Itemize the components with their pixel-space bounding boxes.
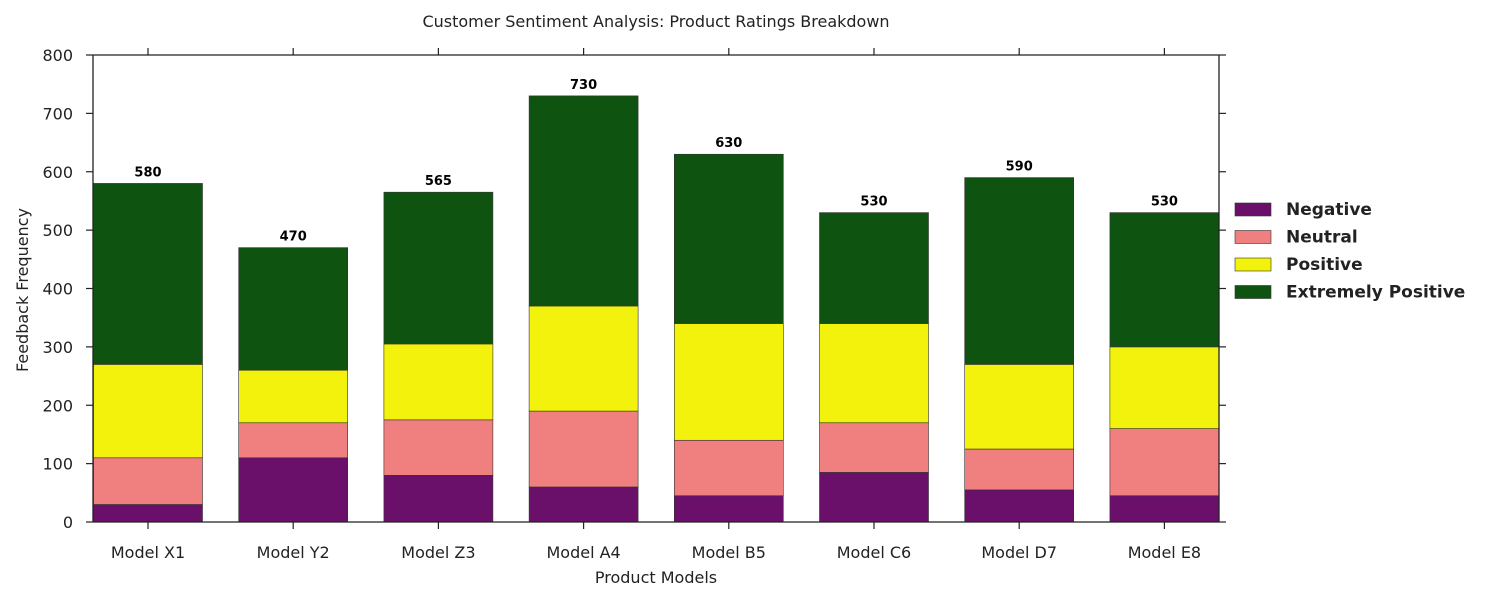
x-tick-label-model-e8: Model E8 xyxy=(1128,543,1201,562)
bar-model-a4-negative xyxy=(528,486,639,523)
legend-label-positive: Positive xyxy=(1286,255,1363,275)
legend-swatch-neutral xyxy=(1234,230,1272,244)
y-tick-label: 200 xyxy=(42,396,73,415)
bar-model-z3-extremely-positive xyxy=(383,191,494,345)
bar-model-b5-positive xyxy=(673,323,784,441)
legend-swatch-positive xyxy=(1234,257,1272,272)
legend-label-neutral: Neutral xyxy=(1286,228,1358,248)
bar-model-d7-negative xyxy=(964,489,1075,523)
y-tick-label: 800 xyxy=(42,46,73,65)
bar-model-b5-negative xyxy=(673,495,784,523)
bar-model-e8-extremely-positive xyxy=(1109,212,1220,348)
y-axis-title: Feedback Frequency xyxy=(13,208,32,372)
y-tick-label: 300 xyxy=(42,338,73,357)
y-tick-label: 0 xyxy=(63,513,73,532)
total-label-model-c6: 530 xyxy=(860,195,887,210)
bar-model-x1-positive xyxy=(93,364,203,459)
y-tick-label: 400 xyxy=(42,280,73,299)
total-label-model-y2: 470 xyxy=(280,230,307,245)
bar-model-e8-positive xyxy=(1109,346,1220,429)
legend-label-negative: Negative xyxy=(1286,200,1372,220)
bar-model-a4-positive xyxy=(528,305,639,412)
bar-model-z3-neutral xyxy=(383,419,494,476)
bar-model-c6-negative xyxy=(819,472,929,523)
total-label-model-b5: 630 xyxy=(715,136,742,151)
bar-model-x1-neutral xyxy=(93,457,203,505)
bar-model-c6-neutral xyxy=(819,422,929,473)
chart-title: Customer Sentiment Analysis: Product Rat… xyxy=(422,12,889,31)
bar-model-b5-extremely-positive xyxy=(673,153,784,324)
x-tick-label-model-d7: Model D7 xyxy=(981,543,1057,562)
total-label-model-d7: 590 xyxy=(1006,160,1033,175)
bar-model-e8-neutral xyxy=(1109,428,1220,497)
total-label-model-e8: 530 xyxy=(1151,195,1178,210)
legend: Negative Neutral Positive Extremely Positiv… xyxy=(1234,200,1465,303)
y-tick-label: 700 xyxy=(42,104,73,123)
x-tick-label-model-c6: Model C6 xyxy=(837,543,911,562)
bar-model-a4-extremely-positive xyxy=(528,95,639,307)
legend-swatch-negative xyxy=(1234,202,1272,217)
legend-swatch-extremely-positive xyxy=(1234,285,1272,299)
x-tick-label-model-y2: Model Y2 xyxy=(257,543,330,562)
total-label-model-x1: 580 xyxy=(134,165,161,180)
x-tick-label-model-x1: Model X1 xyxy=(111,543,185,562)
bars-layer xyxy=(93,95,1220,523)
bar-model-y2-negative xyxy=(238,457,348,523)
x-tick-label-model-b5: Model B5 xyxy=(692,543,766,562)
total-labels-layer: 580 470 565 730 630 530 590 530 xyxy=(134,78,1178,245)
bar-model-y2-extremely-positive xyxy=(238,247,348,371)
bar-model-d7-neutral xyxy=(964,448,1075,491)
bar-model-y2-positive xyxy=(238,369,348,424)
bar-model-y2-neutral xyxy=(238,422,348,459)
axes-layer: 0 100 200 300 400 500 600 700 800 Model X1 Model Y… xyxy=(42,46,1226,562)
y-tick-label: 100 xyxy=(42,455,73,474)
y-tick-label: 600 xyxy=(42,163,73,182)
x-tick-label-model-z3: Model Z3 xyxy=(401,543,475,562)
bar-model-z3-negative xyxy=(383,474,494,523)
bar-model-z3-positive xyxy=(383,343,494,421)
x-tick-label-model-a4: Model A4 xyxy=(546,543,620,562)
bar-model-c6-extremely-positive xyxy=(819,212,929,324)
bar-model-e8-negative xyxy=(1109,495,1220,523)
bar-model-x1-negative xyxy=(93,504,203,523)
bar-model-c6-positive xyxy=(819,323,929,424)
bar-model-x1-extremely-positive xyxy=(93,183,203,365)
bar-model-b5-neutral xyxy=(673,439,784,497)
bar-model-d7-positive xyxy=(964,364,1075,450)
bar-model-a4-neutral xyxy=(528,410,639,488)
x-axis-title: Product Models xyxy=(595,568,717,587)
total-label-model-z3: 565 xyxy=(425,174,452,189)
y-tick-label: 500 xyxy=(42,221,73,240)
total-label-model-a4: 730 xyxy=(570,78,597,93)
bar-model-d7-extremely-positive xyxy=(964,177,1075,365)
legend-label-extremely-positive: Extremely Positive xyxy=(1286,283,1465,303)
